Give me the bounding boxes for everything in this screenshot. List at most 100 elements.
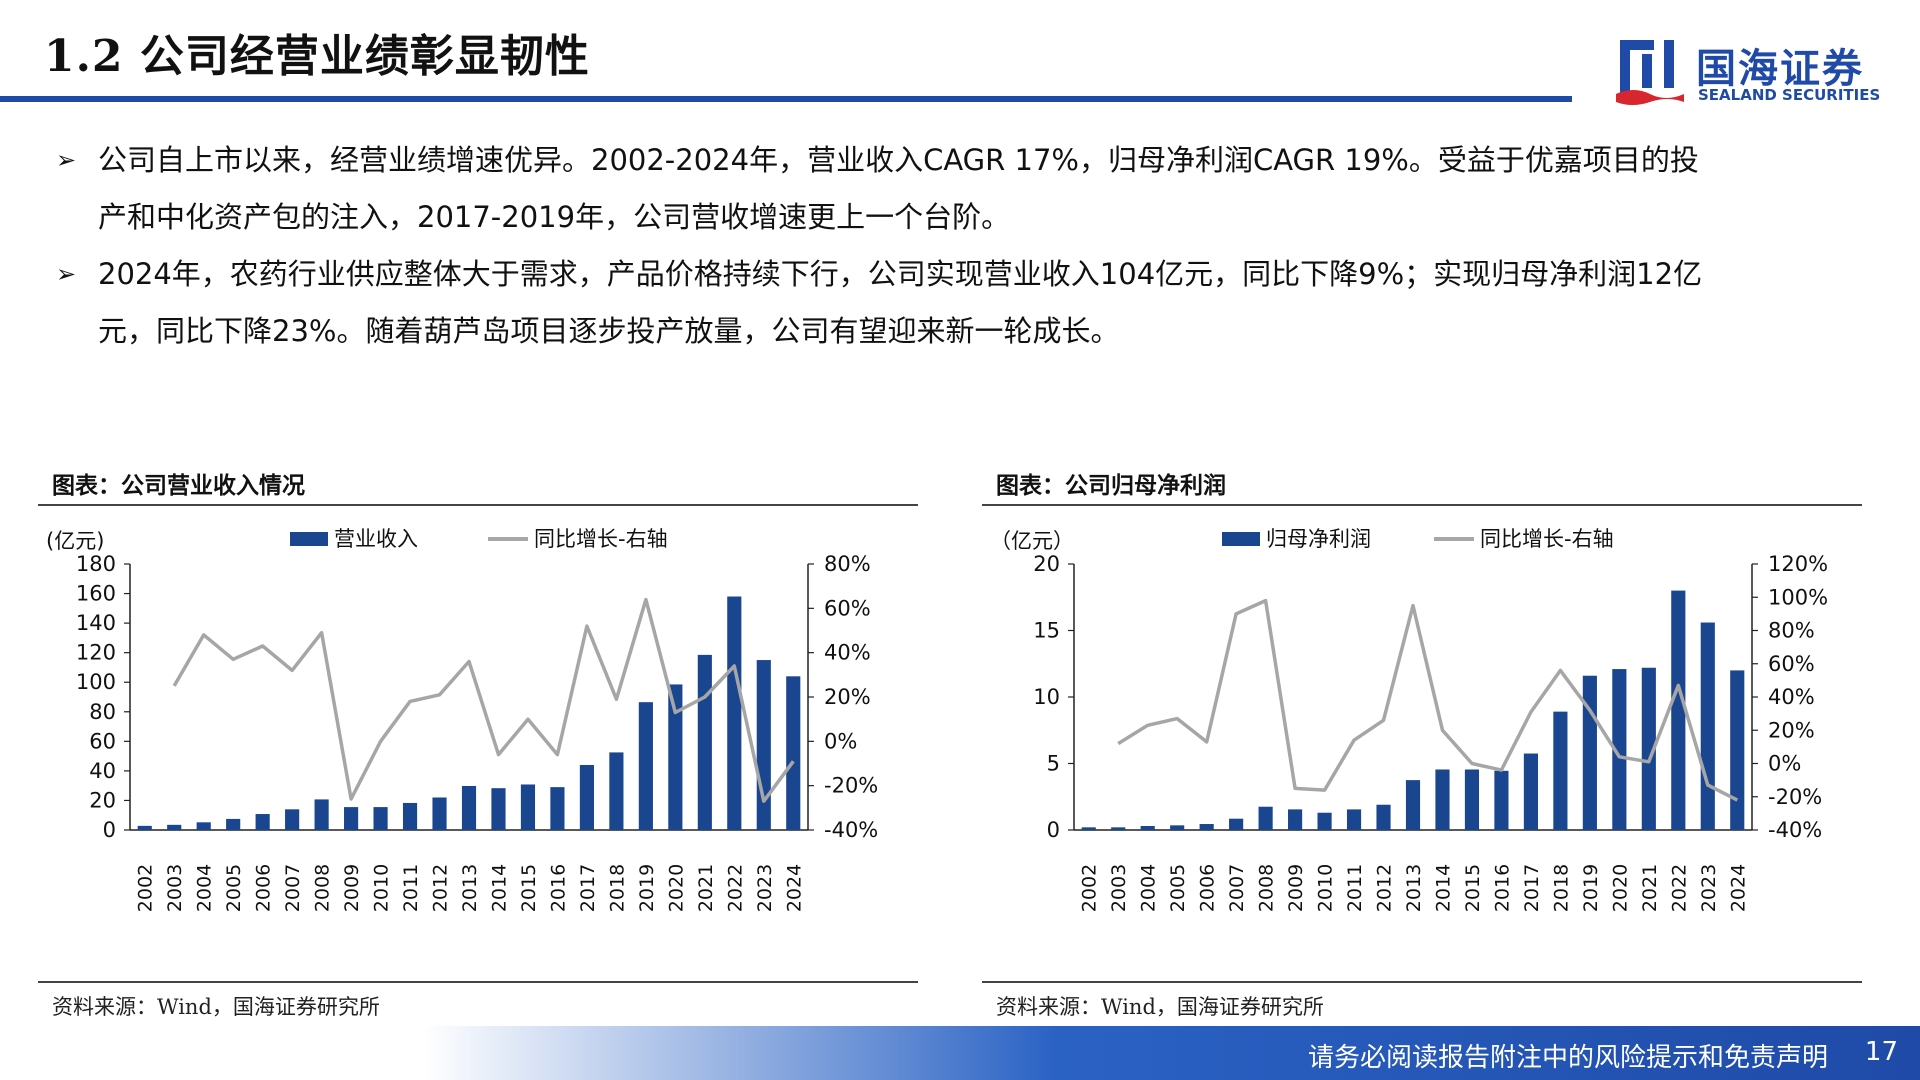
bar — [344, 807, 359, 830]
bar — [285, 809, 300, 830]
x-tick-label: 2023 — [754, 864, 776, 912]
x-tick-label: 2013 — [459, 864, 481, 912]
revenue-chart: 0 20 40 60 80 100 120 140 160 180 -40% -20% 0% 20% 40%… — [46, 527, 878, 912]
logo-cn-text: 国海证券 — [1696, 46, 1864, 92]
x-tick-label: 2014 — [488, 864, 510, 912]
bullet-line: 元，同比下降23%。随着葫芦岛项目逐步投产放量，公司有望迎来新一轮成长。 — [98, 314, 1120, 348]
bar — [520, 784, 536, 830]
bar — [314, 799, 329, 830]
y-left-tick-label: 40 — [89, 759, 116, 783]
legend-bar-label: 营业收入 — [334, 527, 418, 551]
revenue-chart-panel: 图表：公司营业收入情况 0 20 40 60 80 100 120 140 160 180 -40%… — [38, 456, 918, 1026]
bar — [638, 702, 653, 830]
bullet-list: ➢ 公司自上市以来，经营业绩增速优异。2002-2024年，营业收入CAGR 1… — [56, 132, 1856, 360]
bar — [1317, 812, 1332, 830]
y-left-tick-label: 10 — [1033, 685, 1060, 709]
bar — [1140, 826, 1155, 830]
bar — [786, 676, 801, 830]
y-unit-label: (亿元) — [46, 529, 104, 553]
x-tick-label: 2002 — [135, 864, 157, 912]
panel-rule — [38, 504, 918, 506]
y-right-tick-label: 20% — [824, 685, 871, 709]
bar — [1730, 670, 1745, 830]
x-tick-label: 2022 — [724, 864, 746, 912]
legend-line-label: 同比增长-右轴 — [1480, 527, 1614, 551]
y-right-tick-label: 80% — [824, 552, 871, 576]
bar — [1464, 769, 1480, 830]
y-right-tick-label: -40% — [824, 818, 878, 842]
x-tick-label: 2020 — [1609, 864, 1631, 912]
x-tick-label: 2004 — [1138, 864, 1160, 912]
x-tick-label: 2006 — [253, 864, 275, 912]
y-unit-label: （亿元） — [990, 529, 1074, 553]
panel-rule-bottom — [38, 981, 918, 983]
y-right-tick-label: -20% — [824, 774, 878, 798]
x-tick-label: 2010 — [1315, 864, 1337, 912]
x-tick-label: 2012 — [430, 864, 452, 912]
y-right-tick-label: 40% — [824, 641, 871, 665]
x-tick-label: 2003 — [164, 864, 186, 912]
bar — [1081, 827, 1096, 830]
legend-bar-swatch — [290, 532, 328, 546]
bar — [1700, 622, 1715, 830]
x-tick-label: 2019 — [636, 864, 658, 912]
y-left-tick-label: 60 — [89, 729, 116, 753]
y-left-tick-label: 160 — [76, 582, 116, 606]
growth-line — [1117, 598, 1739, 802]
x-tick-label: 2009 — [1285, 864, 1307, 912]
chart-title: 图表：公司营业收入情况 — [52, 472, 305, 499]
y-right-tick-label: -40% — [1768, 818, 1822, 842]
y-left-tick-label: 15 — [1033, 619, 1060, 643]
chart-title: 图表：公司归母净利润 — [996, 472, 1226, 499]
bar — [550, 787, 565, 830]
bullet-item: ➢ 公司自上市以来，经营业绩增速优异。2002-2024年，营业收入CAGR 1… — [56, 132, 1856, 246]
x-tick-label: 2010 — [371, 864, 393, 912]
y-left-tick-label: 0 — [1047, 818, 1060, 842]
x-tick-label: 2007 — [1226, 864, 1248, 912]
bar — [727, 596, 742, 830]
bar — [1170, 825, 1185, 830]
bar — [1199, 824, 1214, 830]
bar — [1494, 770, 1509, 830]
x-tick-label: 2018 — [1550, 864, 1572, 912]
bullet-line: 2024年，农药行业供应整体大于需求，产品价格持续下行，公司实现营业收入104亿… — [98, 257, 1703, 291]
y-right-tick-label: 80% — [1768, 619, 1815, 643]
x-tick-label: 2024 — [783, 864, 805, 912]
x-tick-label: 2011 — [1344, 864, 1366, 912]
x-tick-label: 2008 — [1256, 864, 1278, 912]
y-left-tick-label: 80 — [89, 700, 116, 724]
y-right-tick-label: -20% — [1768, 785, 1822, 809]
bar — [756, 660, 771, 830]
bar — [1229, 818, 1244, 830]
x-tick-label: 2013 — [1403, 864, 1425, 912]
logo-en-text: SEALAND SECURITIES — [1698, 86, 1881, 104]
bar — [226, 818, 241, 830]
x-tick-label: 2014 — [1432, 864, 1454, 912]
y-right-tick-label: 0% — [824, 729, 857, 753]
y-right-tick-label: 120% — [1768, 552, 1828, 576]
x-tick-label: 2016 — [1491, 864, 1513, 912]
page-number: 17 — [1864, 1037, 1898, 1067]
sealand-logo-icon — [1616, 40, 1684, 105]
x-tick-label: 2019 — [1580, 864, 1602, 912]
bar — [1288, 809, 1303, 830]
bar — [1671, 590, 1686, 830]
y-left-tick-label: 140 — [76, 611, 116, 635]
x-tick-label: 2005 — [1167, 864, 1189, 912]
x-tick-label: 2005 — [223, 864, 245, 912]
bar — [167, 824, 182, 830]
bar — [1376, 804, 1391, 830]
bar — [1641, 667, 1656, 830]
page-title: 1.2 公司经营业绩彰显韧性 — [44, 31, 590, 82]
bar — [432, 797, 447, 830]
y-left-tick-label: 5 — [1047, 752, 1060, 776]
legend-line-label: 同比增长-右轴 — [534, 527, 668, 551]
x-tick-label: 2015 — [518, 864, 540, 912]
legend-bar-label: 归母净利润 — [1266, 527, 1371, 551]
x-tick-label: 2006 — [1197, 864, 1219, 912]
bullet-line: 公司自上市以来，经营业绩增速优异。2002-2024年，营业收入CAGR 17%… — [98, 143, 1699, 177]
x-tick-label: 2016 — [547, 864, 569, 912]
y-left-tick-label: 120 — [76, 641, 116, 665]
y-right-tick-label: 0% — [1768, 752, 1801, 776]
x-tick-label: 2020 — [665, 864, 687, 912]
